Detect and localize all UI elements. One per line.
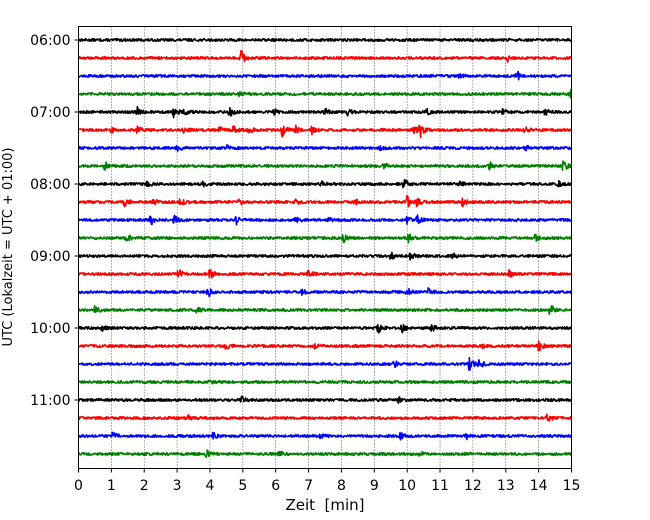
y-axis-ticks: 06:00 07:00 08:00 09:00 10:00 11:00 <box>30 33 79 409</box>
y-tick-label: 06:00 <box>30 33 70 49</box>
trace-1130 <box>78 431 573 441</box>
trace-0845 <box>77 233 572 244</box>
x-tick-label: 5 <box>238 478 247 494</box>
trace-1045 <box>77 379 573 385</box>
seismic-traces <box>77 37 573 459</box>
y-axis-label: UTC (Lokalzeit = UTC + 01:00) <box>1 148 16 347</box>
x-tick-label: 9 <box>370 478 379 494</box>
trace-0800 <box>78 178 572 189</box>
x-tick-label: 15 <box>563 478 581 494</box>
trace-1115 <box>77 413 572 422</box>
trace-0630 <box>77 70 573 81</box>
x-tick-label: 7 <box>304 478 313 494</box>
trace-1000 <box>77 323 572 334</box>
x-tick-label: 8 <box>337 478 346 494</box>
plot-frame <box>78 26 572 469</box>
x-tick-label: 2 <box>140 478 149 494</box>
trace-0615 <box>77 49 573 63</box>
x-axis-label: Zeit [min] <box>285 496 364 514</box>
trace-0645 <box>78 88 573 99</box>
x-tick-label: 4 <box>206 478 215 494</box>
x-tick-label: 12 <box>464 478 482 494</box>
trace-0945 <box>77 304 573 316</box>
trace-0730 <box>77 144 572 152</box>
y-tick-label: 10:00 <box>30 321 70 337</box>
x-tick-label: 13 <box>497 478 515 494</box>
trace-0915 <box>78 268 572 279</box>
trace-0830 <box>77 214 573 226</box>
trace-1030 <box>78 356 573 371</box>
trace-0745 <box>77 160 573 171</box>
y-tick-label: 08:00 <box>30 177 70 193</box>
trace-1100 <box>77 395 573 404</box>
x-tick-label: 11 <box>431 478 449 494</box>
x-tick-label: 1 <box>107 478 116 494</box>
x-tick-label: 0 <box>74 478 83 494</box>
x-tick-label: 6 <box>271 478 280 494</box>
trace-0930 <box>77 287 573 298</box>
trace-0900 <box>77 251 573 261</box>
x-axis-ticks: 0 1 2 3 4 5 6 7 8 9 10 11 12 13 14 15 <box>74 468 581 494</box>
trace-0700 <box>78 106 573 119</box>
trace-1015 <box>78 340 573 352</box>
x-tick-label: 14 <box>530 478 548 494</box>
x-tick-label: 3 <box>173 478 182 494</box>
y-tick-label: 11:00 <box>30 393 70 409</box>
trace-0715 <box>77 124 573 139</box>
trace-0600 <box>77 37 573 43</box>
trace-1145 <box>78 449 573 459</box>
y-tick-label: 07:00 <box>30 105 70 121</box>
x-tick-label: 10 <box>398 478 416 494</box>
trace-0815 <box>77 194 573 208</box>
y-tick-label: 09:00 <box>30 249 70 265</box>
